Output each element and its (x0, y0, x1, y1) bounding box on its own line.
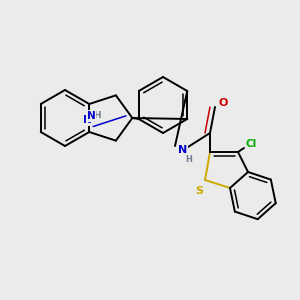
Text: O: O (218, 98, 228, 108)
Text: N: N (178, 145, 188, 155)
Text: N: N (87, 111, 96, 121)
Text: S: S (195, 186, 203, 196)
Text: Cl: Cl (245, 139, 256, 149)
Text: H: H (93, 112, 101, 121)
Text: H: H (186, 155, 192, 164)
Text: N: N (83, 115, 92, 125)
